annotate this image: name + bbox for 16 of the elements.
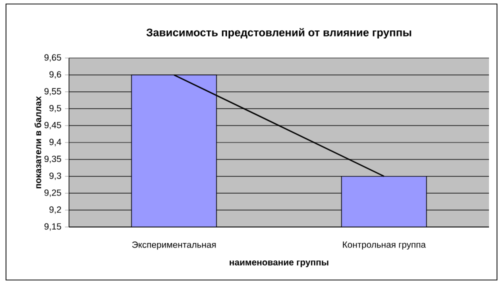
y-tick-label: 9,4 (49, 138, 62, 146)
y-tick-label: 9,5 (49, 104, 62, 112)
x-tick-label: Контрольная группа (342, 242, 426, 250)
chart-title: Зависимость предстовлений от влияние группы (146, 28, 412, 38)
x-tick-label: Экспериментальная (132, 242, 216, 250)
y-tick-label: 9,3 (49, 172, 62, 180)
y-tick-label: 9,25 (44, 189, 62, 197)
x-axis-title: наименование группы (230, 260, 328, 268)
y-tick-label: 9,35 (44, 156, 62, 164)
y-tick-label: 9,55 (44, 88, 62, 96)
y-tick-label: 9,65 (44, 54, 62, 62)
y-tick-label: 9,45 (44, 122, 62, 130)
y-tick-label: 9,2 (49, 206, 62, 214)
y-tick-label: 9,15 (44, 223, 62, 231)
y-axis-title: показатели в баллах (34, 96, 42, 188)
y-tick-label: 9,6 (49, 71, 62, 79)
